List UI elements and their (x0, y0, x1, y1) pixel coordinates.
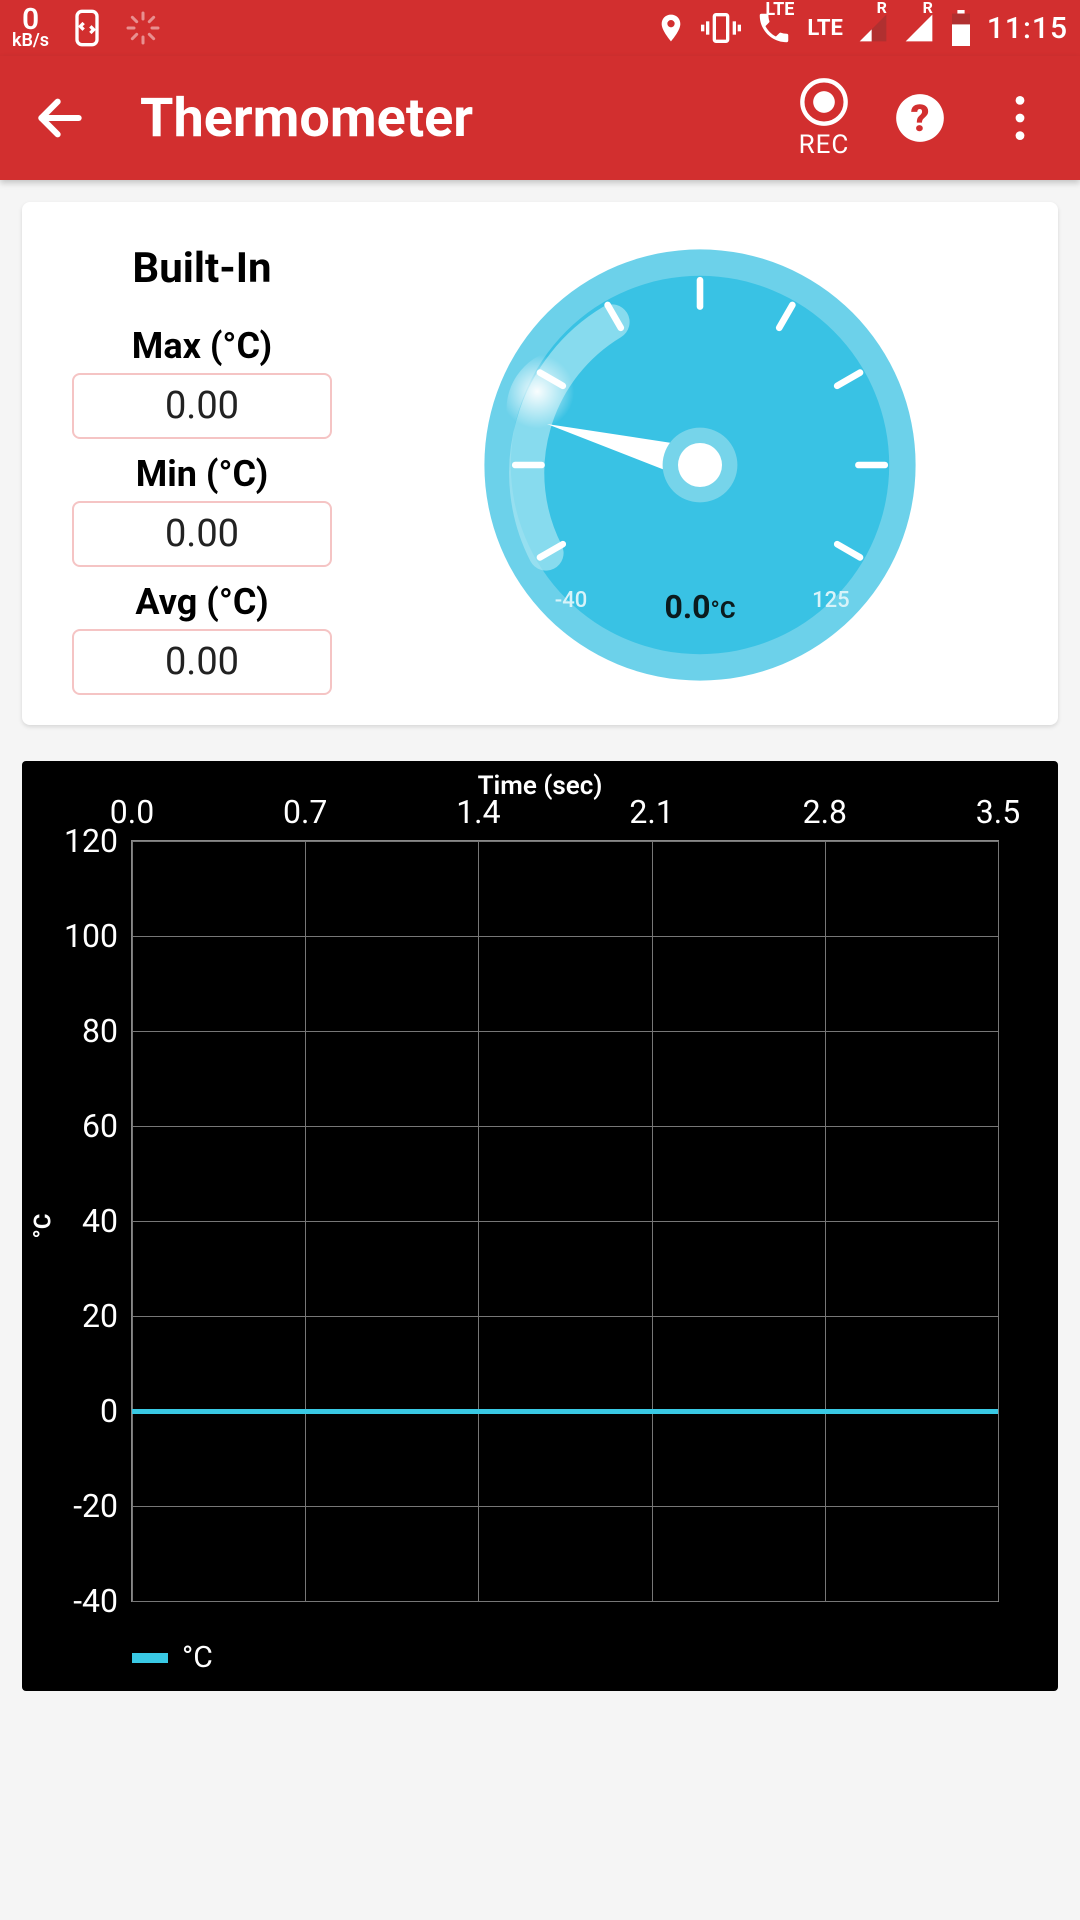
roaming-1: R (877, 0, 887, 17)
min-value: 0.00 (72, 501, 332, 567)
max-label: Max (°C) (132, 325, 272, 367)
y-tick-label: 120 (64, 822, 132, 860)
chart-card: Time (sec) °C 0.00.71.42.12.83.512010080… (22, 761, 1058, 1691)
record-label: REC (799, 130, 850, 160)
lte-label-2: LTE (807, 16, 842, 41)
legend-label: °C (182, 1640, 213, 1675)
y-tick-label: 100 (64, 917, 132, 955)
stats-column: Built-In Max (°C) 0.00 Min (°C) 0.00 Avg… (52, 234, 352, 695)
battery-icon (949, 10, 973, 46)
back-button[interactable] (20, 78, 100, 158)
vibrate-icon (701, 8, 741, 48)
gridline-horizontal (132, 1221, 998, 1222)
gridline-horizontal (132, 1601, 998, 1602)
gridline-vertical (998, 841, 999, 1601)
x-tick-label: 1.4 (456, 793, 500, 831)
y-tick-label: 0 (100, 1392, 132, 1430)
y-tick-label: 40 (82, 1202, 132, 1240)
android-status-bar: 0 kB/s LTE LTE R R 11:15 (0, 0, 1080, 56)
y-tick-label: -40 (73, 1582, 132, 1620)
gridline-horizontal (132, 1031, 998, 1032)
loading-spinner-icon (125, 10, 161, 46)
avg-label: Avg (°C) (135, 581, 268, 623)
x-tick-label: 2.8 (803, 793, 847, 831)
max-value: 0.00 (72, 373, 332, 439)
app-bar: Thermometer REC ? (0, 56, 1080, 180)
chart-y-axis-title: °C (28, 1214, 56, 1239)
gauge-dial: -40 125 0.0°C (480, 245, 920, 685)
gridline-horizontal (132, 841, 998, 842)
gauge-value-text: 0.0 (664, 588, 710, 626)
lte-label-1: LTE (765, 0, 794, 20)
gridline-horizontal (132, 1506, 998, 1507)
content: Built-In Max (°C) 0.00 Min (°C) 0.00 Avg… (0, 180, 1080, 1713)
page-title: Thermometer (140, 87, 473, 150)
network-speed-unit: kB/s (12, 33, 49, 49)
sensor-name: Built-In (132, 244, 271, 293)
chart-plot-area[interactable]: 0.00.71.42.12.83.5120100806040200-20-40 (132, 841, 998, 1601)
clock: 11:15 (987, 11, 1068, 46)
app-bar-actions: REC ? (798, 76, 1060, 160)
network-speed: 0 kB/s (12, 6, 49, 49)
gauge-max-label: 125 (812, 588, 850, 613)
x-tick-label: 3.5 (976, 793, 1020, 831)
signal-1-icon: R (857, 12, 889, 44)
gauge-reading: 0.0°C (664, 588, 735, 626)
gridline-horizontal (132, 936, 998, 937)
record-button[interactable]: REC (798, 76, 850, 160)
volte-icon: LTE (755, 9, 793, 47)
gauge-unit: °C (710, 596, 735, 624)
help-button[interactable]: ? (890, 88, 950, 148)
y-tick-label: 20 (82, 1297, 132, 1335)
legend-swatch (132, 1653, 168, 1663)
sync-icon (67, 8, 107, 48)
overflow-menu-button[interactable] (990, 88, 1050, 148)
svg-text:?: ? (911, 97, 930, 140)
signal-2-icon: R (903, 12, 935, 44)
location-icon (655, 12, 687, 44)
gauge-min-label: -40 (555, 588, 587, 613)
status-right: LTE LTE R R 11:15 (655, 8, 1068, 48)
roaming-2: R (923, 0, 933, 17)
gauge-card: Built-In Max (°C) 0.00 Min (°C) 0.00 Avg… (22, 202, 1058, 725)
x-tick-label: 2.1 (629, 793, 673, 831)
y-tick-label: 80 (82, 1012, 132, 1050)
gridline-horizontal (132, 1126, 998, 1127)
y-tick-label: 60 (82, 1107, 132, 1145)
x-tick-label: 0.7 (283, 793, 327, 831)
network-speed-value: 0 (22, 6, 39, 33)
gauge-column: -40 125 0.0°C (372, 234, 1028, 695)
avg-value: 0.00 (72, 629, 332, 695)
min-label: Min (°C) (136, 453, 269, 495)
status-left: 0 kB/s (12, 6, 161, 49)
chart-legend: °C (132, 1640, 213, 1675)
series-line (132, 1409, 998, 1414)
y-tick-label: -20 (73, 1487, 132, 1525)
gridline-horizontal (132, 1316, 998, 1317)
